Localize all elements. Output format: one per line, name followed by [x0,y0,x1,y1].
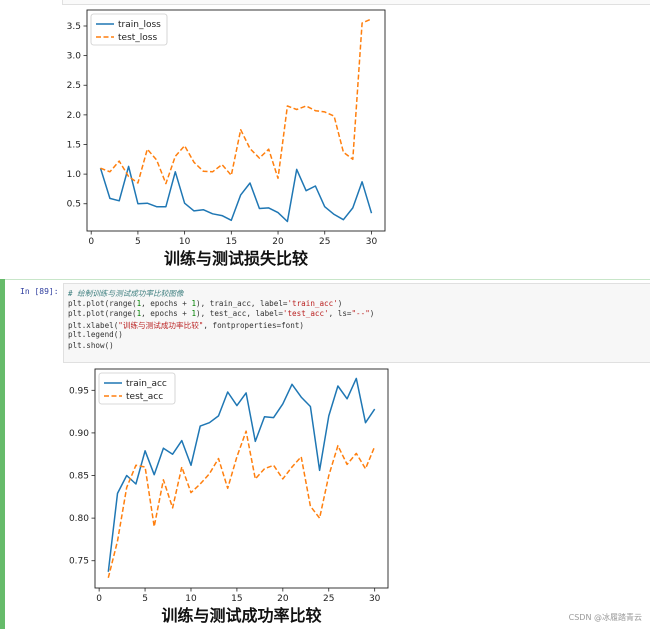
code-token: 'train_acc' [287,298,338,308]
code-token: , fontproperties=font) [203,320,304,330]
y-tick-label: 0.75 [69,557,89,567]
code-token: plt.plot(range( [68,298,137,308]
legend-box [90,13,168,46]
cell-selection-bar [0,279,5,629]
code-token: ), train_acc, label= [196,298,288,308]
cell-divider [5,279,650,280]
y-tick-label: 0.5 [67,200,81,210]
x-tick-label: 0 [96,594,102,604]
legend-label: test_loss [118,33,157,43]
legend: train_acc test_acc [98,372,176,405]
previous-cell-edge [62,0,650,5]
input-prompt: In [89]: [20,287,59,296]
code-token: plt.legend() [68,330,123,340]
code-token: # 绘制训练与测试成功率比较图像 [68,289,184,298]
y-tick-label: 3.0 [67,52,82,62]
series-line-train_acc [107,377,376,572]
code-token: 1 [191,298,197,308]
x-tick-label: 0 [88,237,94,247]
x-tick-label: 10 [185,594,197,604]
watermark: CSDN @冰履踏青云 [568,613,642,622]
code-token: , epochs + [141,309,192,319]
x-tick-label: 30 [369,594,381,604]
x-tick-label: 5 [142,594,148,604]
loss-chart: 0 5 10 15 20 25 30 0.5 1.0 1.5 2.0 2.5 3.0 3.5 train_l… [67,9,386,268]
series-line-test_acc [107,430,376,578]
code-token: , ls= [328,309,352,319]
code-token: 1 [191,309,197,319]
y-tick-label: 0.80 [69,514,89,524]
x-tick-label: 25 [323,594,334,604]
y-tick-label: 2.0 [67,111,82,121]
legend-label: train_acc [126,379,167,389]
code-token: 1 [136,309,142,319]
legend-label: test_acc [126,392,163,402]
code-line[interactable]: plt.xlabel("训练与测试成功率比较", fontproperties=… [68,320,304,331]
code-line[interactable]: plt.show() [68,341,114,350]
code-token: , epochs + [141,298,192,308]
y-tick-label: 1.0 [67,170,82,180]
y-tick-label: 2.5 [67,81,81,91]
code-token: "--" [351,309,370,319]
x-tick-label: 15 [226,237,237,247]
y-tick-label: 1.5 [67,140,81,150]
x-tick-label: 25 [319,237,330,247]
code-token: ) [369,309,375,319]
x-tick-label: 20 [277,594,289,604]
legend-label: train_loss [118,20,161,30]
code-line[interactable]: plt.plot(range(1, epochs + 1), test_acc,… [68,309,374,318]
code-token: 'test_acc' [282,309,329,319]
series-line-test_loss [100,18,372,185]
x-tick-label: 15 [231,594,242,604]
code-token: ), test_acc, label= [196,309,283,319]
y-tick-label: 3.5 [67,22,81,32]
x-tick-label: 30 [366,237,378,247]
x-axis-label: 训练与测试成功率比较 [161,606,321,625]
code-cell[interactable]: In [89]: # 绘制训练与测试成功率比较图像 plt.plot(range(… [0,279,650,629]
y-tick-label: 0.85 [69,472,89,482]
code-token: plt.show() [68,341,114,350]
legend-box [98,372,176,405]
y-tick-label: 0.95 [69,386,89,396]
code-line[interactable]: plt.legend() [68,330,123,339]
code-token: "训练与测试成功率比较" [118,320,204,330]
x-axis-label: 训练与测试损失比较 [164,249,308,268]
legend: train_loss test_loss [90,13,168,46]
y-tick-label: 0.90 [69,429,89,439]
series-line-train_loss [99,165,373,223]
code-token: plt.xlabel( [68,320,119,330]
code-line[interactable]: # 绘制训练与测试成功率比较图像 [68,288,183,299]
code-token: 1 [136,298,142,308]
code-token: plt.plot(range( [68,309,137,319]
accuracy-chart: 0 5 10 15 20 25 30 0.75 0.80 0.85 0.90 0.95 train_ac… [69,368,389,625]
x-tick-label: 10 [179,237,191,247]
x-tick-label: 20 [272,237,284,247]
output-area-loss-chart: 0 5 10 15 20 25 30 0.5 1.0 1.5 2.0 2.5 3.0 3.5 train_l… [0,0,650,272]
plot-frame [94,368,389,589]
code-token: ) [337,298,343,308]
code-editor[interactable]: # 绘制训练与测试成功率比较图像 plt.plot(range(1, epochs… [63,283,650,363]
code-line[interactable]: plt.plot(range(1, epochs + 1), train_acc… [68,299,342,308]
x-tick-label: 5 [135,237,141,247]
